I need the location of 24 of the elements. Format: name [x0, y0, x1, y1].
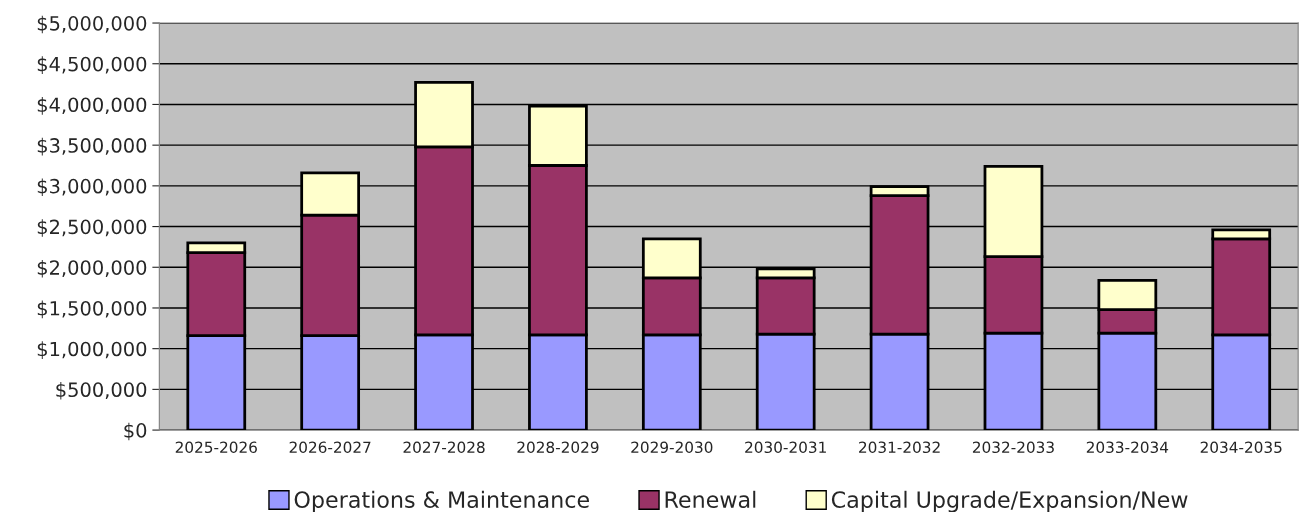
- y-tick-label: $1,000,000: [37, 341, 147, 359]
- legend-label: Renewal: [665, 490, 756, 508]
- y-tick-label: $0: [124, 422, 147, 441]
- x-tick-label: 2029-2030: [631, 441, 713, 454]
- legend-label: Operations & Maintenance: [294, 490, 589, 512]
- x-tick-label: 2034-2035: [1200, 441, 1282, 454]
- y-tick-label: $1,500,000: [37, 300, 147, 319]
- x-tick-label: 2028-2029: [517, 441, 599, 454]
- x-tick-label: 2027-2028: [403, 441, 485, 454]
- x-tick-label: 2032-2033: [972, 441, 1054, 454]
- y-tick-label: $3,000,000: [37, 178, 147, 197]
- y-tick-label: $2,500,000: [37, 219, 147, 237]
- x-tick-label: 2031-2032: [859, 441, 940, 454]
- x-tick-label: 2025-2026: [175, 441, 257, 454]
- legend-label: Capital Upgrade/Expansion/New: [831, 490, 1188, 512]
- x-tick-label: 2030-2031: [745, 441, 826, 454]
- x-tick-label: 2033-2034: [1086, 441, 1169, 454]
- y-tick-label: $4,000,000: [37, 97, 147, 115]
- y-tick-label: $4,500,000: [37, 56, 147, 74]
- y-tick-label: $3,500,000: [37, 137, 147, 156]
- y-tick-label: $5,000,000: [37, 15, 147, 34]
- y-tick-label: $500,000: [56, 381, 147, 400]
- x-tick-label: 2026-2027: [289, 441, 371, 454]
- y-tick-label: $2,000,000: [37, 259, 147, 278]
